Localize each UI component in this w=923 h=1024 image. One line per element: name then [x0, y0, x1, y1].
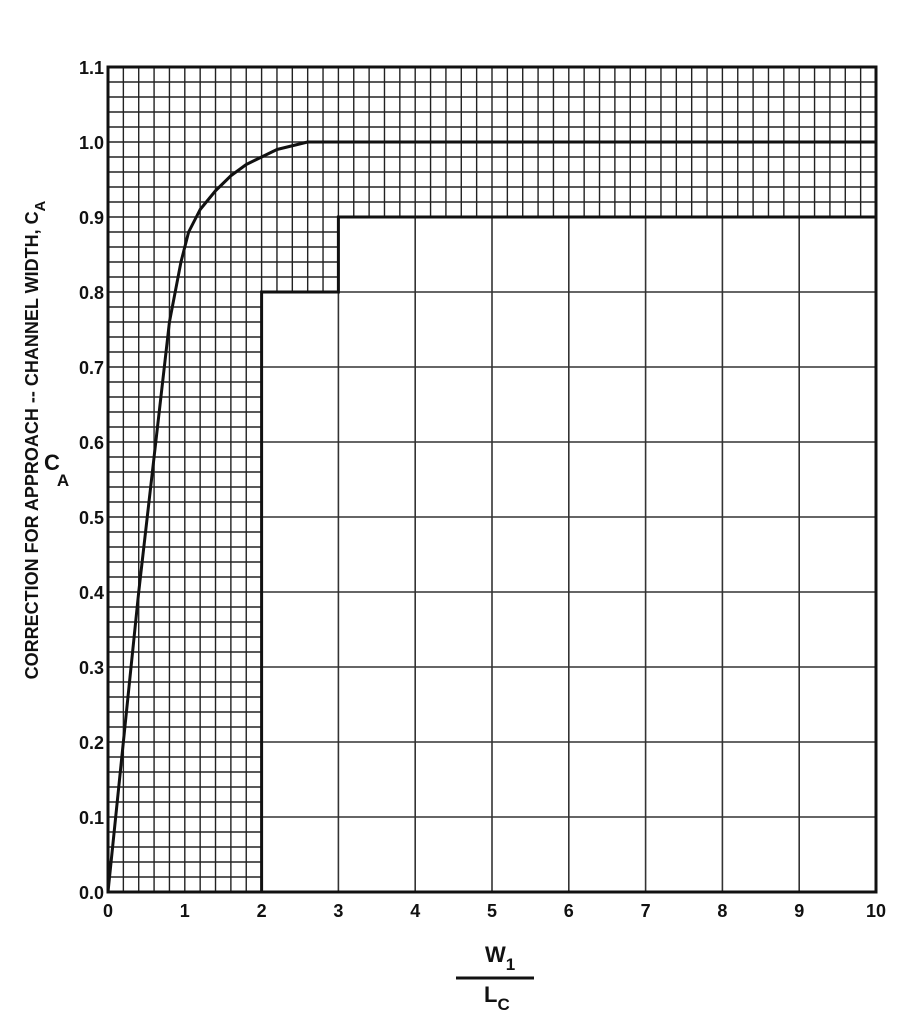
y-tick-label: 1.1: [79, 58, 104, 78]
coarse-grid: [261, 217, 876, 892]
fine-grid: [108, 67, 876, 892]
y-tick-label: 0.1: [79, 808, 104, 828]
plot-border: [106, 65, 878, 894]
y-tick-label: 0.5: [79, 508, 104, 528]
x-axis-numerator: W1: [485, 942, 515, 974]
y-tick-label: 0.9: [79, 208, 104, 228]
x-tick-label: 4: [410, 901, 420, 921]
plot-frame: [106, 65, 878, 894]
y-axis-label-text: CORRECTION FOR APPROACH -- CHANNEL WIDTH…: [22, 211, 42, 679]
y-tick-labels: 0.0 0.1 0.2 0.3 0.4 0.5 0.6 0.7 0.8 0.9 1.0 1.1: [79, 58, 104, 903]
y-tick-label: 0.2: [79, 733, 104, 753]
y-tick-label: 0.6: [79, 433, 104, 453]
region-boundary-line: [260, 215, 876, 892]
x-tick-label: 0: [103, 901, 113, 921]
y-tick-label: 1.0: [79, 133, 104, 153]
x-axis-label: W1 LC: [456, 942, 534, 1014]
series-line: [106, 140, 876, 893]
x-tick-label: 1: [180, 901, 190, 921]
x-tick-label: 2: [257, 901, 267, 921]
x-tick-label: 5: [487, 901, 497, 921]
x-tick-label: 7: [641, 901, 651, 921]
series-layer: [106, 140, 876, 893]
y-tick-label: 0.3: [79, 658, 104, 678]
x-tick-label: 8: [717, 901, 727, 921]
y-tick-label: 0.0: [79, 883, 104, 903]
region-boundary: [260, 215, 876, 892]
x-tick-labels: 0 1 2 3 4 5 6 7 8 9 10: [103, 901, 886, 921]
y-tick-label: 0.7: [79, 358, 104, 378]
svg-text:CORRECTION FOR APPROACH -- CH: CORRECTION FOR APPROACH -- CHANNEL WIDTH…: [22, 200, 49, 679]
y-axis-label: CORRECTION FOR APPROACH -- CHANNEL WIDTH…: [22, 200, 49, 679]
x-tick-label: 9: [794, 901, 804, 921]
x-tick-label: 3: [333, 901, 343, 921]
y-axis-label-subscript: A: [32, 200, 49, 211]
y-tick-label: 0.4: [79, 583, 104, 603]
y-tick-label: 0.8: [79, 283, 104, 303]
x-tick-label: 6: [564, 901, 574, 921]
x-tick-label: 10: [866, 901, 886, 921]
x-axis-denominator: LC: [484, 982, 510, 1014]
